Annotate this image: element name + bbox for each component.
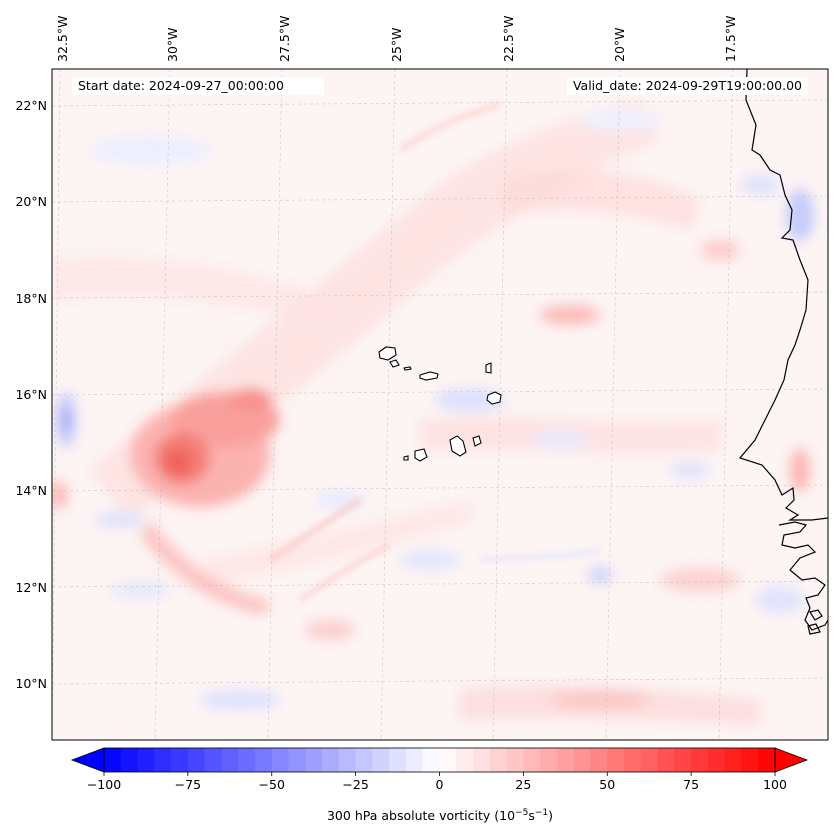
colorbar-cell — [355, 748, 374, 772]
colorbar-cell — [271, 748, 290, 772]
colorbar-cell — [322, 748, 340, 772]
colorbar-cell — [154, 748, 172, 772]
colorbar-cell — [741, 748, 759, 772]
colorbar-high-extend — [774, 747, 809, 773]
colorbar-cell — [506, 748, 524, 772]
colorbar-cells — [104, 748, 776, 772]
colorbar-tick-label: −100 — [87, 777, 121, 792]
lat-label-14n: 14°N — [15, 483, 47, 498]
lat-label-12n: 12°N — [15, 580, 47, 595]
colorbar-tick-label: −50 — [259, 777, 285, 792]
colorbar-cell — [405, 748, 424, 772]
colorbar-cell — [422, 748, 441, 772]
vorticity-field — [52, 69, 828, 740]
colorbar-cell — [707, 748, 726, 772]
colorbar-cell — [120, 748, 139, 772]
colorbar-cell — [137, 748, 155, 772]
gridlines — [52, 69, 828, 740]
colorbar-cell — [204, 748, 223, 772]
colorbar-tick-label: −25 — [342, 777, 368, 792]
colorbar-cell — [456, 748, 474, 772]
colorbar-title-exp2: −1 — [534, 808, 549, 818]
colorbar-cell — [523, 748, 541, 772]
lon-label-22-5w: 22.5°W — [501, 16, 516, 62]
cabo-verde-islands — [378, 346, 502, 462]
latitude-labels: 22°N 20°N 18°N 16°N 14°N 12°N 10°N — [15, 98, 47, 691]
colorbar-tick-label: 100 — [763, 777, 787, 792]
colorbar-title-prefix: 300 hPa absolute vorticity (10 — [326, 808, 516, 824]
colorbar-tick-label: 25 — [515, 777, 531, 792]
colorbar-cell — [305, 748, 323, 772]
colorbar-cell — [288, 748, 306, 772]
map-frame — [51, 68, 829, 741]
colorbar-cell — [691, 748, 709, 772]
lat-label-22n: 22°N — [15, 98, 47, 113]
colorbar-cell — [657, 748, 675, 772]
colorbar-cell — [338, 748, 357, 772]
colorbar-cell — [540, 748, 558, 772]
longitude-labels: 32.5°W 30°W 27.5°W 25°W 22.5°W 20°W 17.5… — [55, 16, 738, 62]
lon-label-25w: 25°W — [389, 27, 404, 62]
valid-date-label: Valid_date: 2024-09-29T19:00:00.00 — [566, 77, 808, 95]
colorbar-ticks: −100 −75 −50 −25 0 25 50 75 100 — [87, 772, 787, 792]
colorbar-cell — [439, 748, 457, 772]
lon-label-17-5w: 17.5°W — [723, 16, 738, 62]
colorbar-cell — [556, 748, 575, 772]
colorbar-title-exp1: −5 — [515, 808, 529, 818]
african-coastline — [738, 69, 828, 635]
lat-label-10n: 10°N — [15, 676, 47, 691]
colorbar-cell — [573, 748, 592, 772]
lon-label-27-5w: 27.5°W — [277, 16, 292, 62]
colorbar-cell — [674, 748, 692, 772]
colorbar-cell — [607, 748, 625, 772]
colorbar-cell — [389, 748, 407, 772]
lon-label-20w: 20°W — [612, 27, 627, 62]
colorbar: −100 −75 −50 −25 0 25 50 75 100 — [70, 747, 809, 792]
colorbar-cell — [221, 748, 239, 772]
colorbar-title-mid: s — [528, 808, 535, 824]
colorbar-tick-label: 75 — [683, 777, 699, 792]
colorbar-cell — [758, 748, 776, 772]
colorbar-cell — [187, 748, 206, 772]
lon-label-30w: 30°W — [165, 27, 180, 62]
colorbar-cell — [590, 748, 608, 772]
colorbar-cell — [238, 748, 256, 772]
lat-label-20n: 20°N — [15, 194, 47, 209]
start-date-label: Start date: 2024-09-27_00:00:00 — [72, 77, 324, 95]
colorbar-cell — [724, 748, 743, 772]
lat-label-16n: 16°N — [15, 387, 47, 402]
colorbar-cell — [640, 748, 659, 772]
colorbar-title: 300 hPa absolute vorticity (10−5s−1) — [0, 808, 837, 823]
colorbar-low-extend — [70, 747, 105, 773]
lon-label-32-5w: 32.5°W — [55, 16, 70, 62]
colorbar-cell — [372, 748, 390, 772]
colorbar-cell — [171, 748, 189, 772]
colorbar-cell — [104, 748, 122, 772]
lat-label-18n: 18°N — [15, 291, 47, 306]
colorbar-tick-label: 50 — [599, 777, 615, 792]
colorbar-tick-label: 0 — [436, 777, 444, 792]
colorbar-tick-label: −75 — [175, 777, 201, 792]
colorbar-cell — [624, 748, 642, 772]
colorbar-title-suffix: ) — [548, 808, 553, 824]
colorbar-cell — [489, 748, 508, 772]
colorbar-cell — [254, 748, 273, 772]
colorbar-cell — [473, 748, 491, 772]
